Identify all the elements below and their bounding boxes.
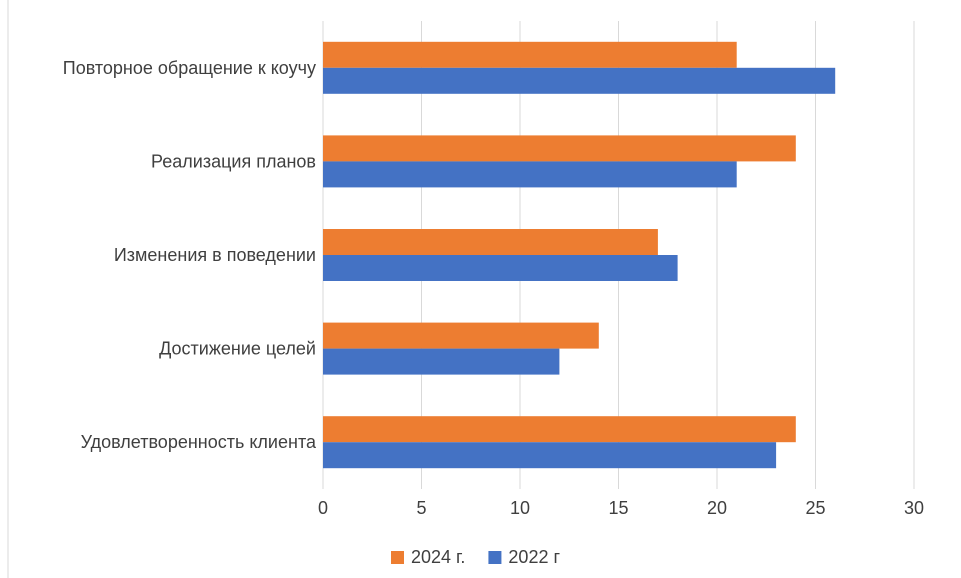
bar-series-1	[323, 229, 658, 255]
category-label: Изменения в поведении	[114, 245, 316, 265]
legend-swatch	[391, 551, 404, 564]
bar-series-2	[323, 255, 678, 281]
x-tick-label: 10	[510, 498, 530, 518]
bar-series-2	[323, 161, 737, 188]
bar-series-1	[323, 41, 737, 68]
legend-label: 2022 г	[508, 547, 560, 567]
category-label: Удовлетворенность клиента	[81, 432, 317, 452]
bar-series-1	[323, 322, 599, 349]
x-tick-label: 0	[318, 498, 328, 518]
bar-series-2	[323, 67, 836, 94]
legend-label: 2024 г.	[411, 547, 465, 567]
x-tick-label: 20	[707, 498, 727, 518]
legend: 2024 г. 2022 г	[391, 547, 560, 567]
category-label: Реализация планов	[151, 151, 316, 171]
bar-series-1	[323, 135, 796, 162]
x-tick-labels: 0 5 10 15 20 25 30	[318, 498, 924, 518]
x-tick-label: 5	[416, 498, 426, 518]
bar-series-1	[323, 416, 796, 443]
category-label: Повторное обращение к коучу	[63, 58, 316, 78]
bar-series-2	[323, 442, 777, 469]
bar-series-2	[323, 348, 560, 375]
bars-layer	[323, 41, 836, 469]
x-tick-label: 25	[805, 498, 825, 518]
x-tick-label: 30	[904, 498, 924, 518]
category-labels: Удовлетворенность клиента Достижение целе…	[63, 58, 317, 452]
legend-swatch	[488, 551, 502, 564]
x-tick-label: 15	[608, 498, 628, 518]
category-label: Достижение целей	[159, 339, 316, 359]
